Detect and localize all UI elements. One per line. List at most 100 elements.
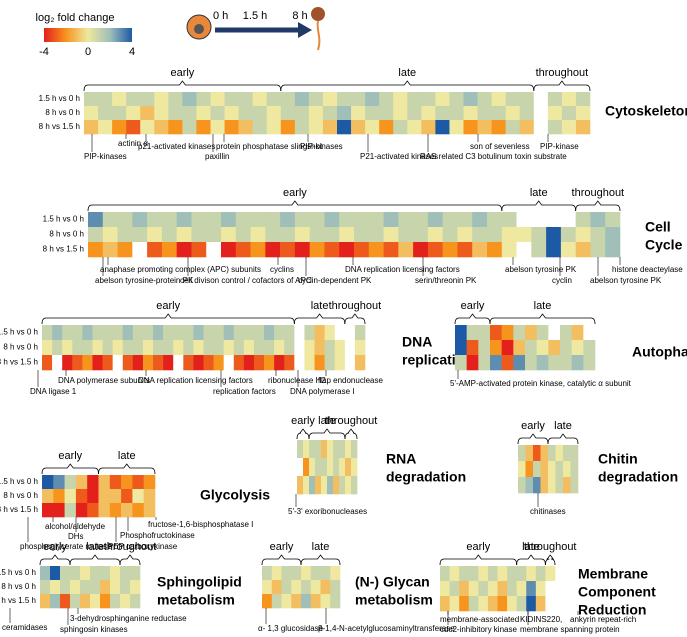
heat-cell (337, 92, 352, 107)
group-label: throughout (536, 67, 589, 79)
heat-cell (304, 355, 315, 371)
annotation: 5'-AMP-activated protein kinase, catalyt… (450, 379, 632, 388)
heat-cell (163, 340, 174, 356)
heat-cell (339, 212, 355, 228)
heat-cell (110, 566, 121, 581)
heat-cell (345, 458, 352, 477)
heat-cell (466, 355, 479, 371)
heat-cell (84, 120, 99, 135)
heat-cell (280, 212, 296, 228)
heat-cell (291, 580, 302, 595)
group-label: late (118, 450, 136, 462)
heat-cell (337, 106, 352, 121)
heat-cell (309, 476, 316, 495)
group-bracket (280, 80, 535, 92)
group-bracket (575, 200, 621, 212)
heat-cell (490, 340, 502, 356)
heat-cell (533, 477, 541, 494)
group-label: late (311, 300, 329, 312)
heat-cell (516, 212, 532, 228)
heat-cell (531, 242, 547, 258)
heat-cell (102, 242, 118, 258)
heat-cell (315, 458, 322, 477)
heat-cell (62, 325, 73, 341)
heat-cell (140, 92, 155, 107)
heat-cell (182, 106, 197, 121)
heat-cell (183, 325, 194, 341)
annotation: PEP carboxykinase (108, 542, 178, 551)
heat-cell (280, 92, 296, 107)
heat-cell (80, 580, 91, 595)
heat-cell (262, 594, 273, 609)
annotation: alcohol/aldehyde (45, 522, 106, 531)
heat-cell (324, 340, 336, 356)
heat-cell (339, 242, 355, 258)
annotation: ceramidases (2, 623, 47, 632)
group-label: late (312, 541, 330, 553)
annotation: sphingosin kinases (60, 625, 128, 634)
heat-cell (324, 355, 336, 371)
group-bracket (98, 463, 156, 475)
heat-cell (393, 92, 408, 107)
heat-cell (53, 489, 65, 504)
heat-cell (100, 594, 111, 609)
heat-cell (344, 355, 356, 371)
heat-cell (42, 489, 54, 504)
heat-cell (264, 340, 275, 356)
heat-cell (264, 325, 275, 341)
heat-cell (308, 120, 324, 135)
heat-cell (354, 242, 370, 258)
panel-title: degradation (598, 469, 678, 485)
heat-cell (563, 445, 571, 462)
heat-cell (513, 340, 526, 356)
heat-cell (291, 566, 302, 581)
group-bracket (296, 428, 310, 440)
heat-cell (88, 242, 104, 258)
heat-cell (379, 120, 394, 135)
heat-cell (491, 106, 506, 121)
heat-cell (457, 212, 473, 228)
annotation: cyclin (552, 276, 572, 285)
group-label: late (530, 187, 548, 199)
group-label: late (554, 420, 572, 432)
heat-cell (297, 476, 304, 495)
heat-cell (525, 325, 537, 341)
heat-cell (455, 355, 467, 371)
group-bracket (293, 313, 346, 325)
heat-cell (271, 566, 282, 581)
annotation: 5'-3' exoribonucleases (288, 507, 367, 516)
heat-cell (303, 476, 310, 495)
heat-cell (294, 212, 310, 228)
heat-cell (143, 489, 156, 504)
heat-cell (368, 227, 384, 243)
heat-cell (507, 581, 517, 597)
heat-cell (501, 340, 514, 356)
heat-cell (235, 242, 251, 258)
heat-cell (561, 106, 577, 121)
heat-cell (442, 227, 458, 243)
heat-cell (310, 580, 321, 595)
heat-cell (42, 325, 53, 341)
annotation: ribonuclease H2 (268, 376, 326, 385)
annotation: RAS related C3 botulinum toxin substrate (420, 152, 567, 161)
arrow-head (298, 22, 312, 38)
row-label: 1.5 h vs 0 h (39, 94, 80, 103)
panel-title: RNA (386, 451, 416, 467)
heat-cell (398, 227, 414, 243)
heat-cell (525, 461, 534, 478)
heat-cell (393, 120, 408, 135)
annotation: histone deacteylase (612, 265, 683, 274)
heat-cell (309, 227, 325, 243)
heat-cell (490, 355, 502, 371)
group-label: early (466, 541, 490, 553)
heat-cell (590, 227, 606, 243)
heat-cell (132, 325, 144, 341)
heat-cell (168, 120, 183, 135)
heat-cell (308, 106, 324, 121)
heat-cell (40, 566, 51, 581)
legend-tick: 0 (85, 46, 91, 58)
heat-cell (459, 581, 470, 597)
heat-cell (575, 212, 591, 228)
heat-cell (575, 92, 591, 107)
row-label: 8 h vs 1.5 h (43, 245, 84, 254)
